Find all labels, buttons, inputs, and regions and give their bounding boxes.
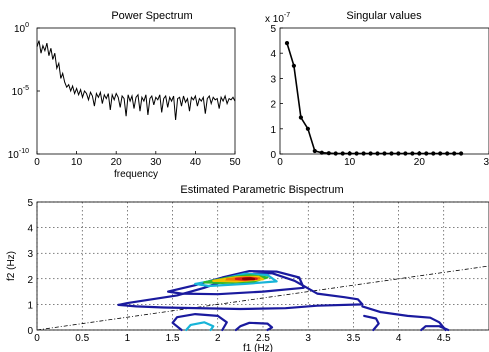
- bispectrum-contour-line: [242, 277, 256, 281]
- power-spectrum-x-ticks: 0 10 20 30 40 50: [34, 151, 241, 168]
- bispectrum-x-tick-label: 2.5: [256, 333, 270, 344]
- singular-values-panel: Singular values x 10-7 0 10 20 3 0 1 2 3 4 5: [265, 10, 489, 168]
- bispectrum-xlabel: f1 (Hz): [243, 343, 273, 352]
- singular-values-plot-area: [284, 41, 464, 156]
- singular-value-point: [375, 151, 380, 156]
- bispectrum-contour-line: [420, 325, 450, 332]
- singular-values-title: Singular values: [346, 10, 422, 22]
- power-spectrum-panel: Power Spectrum 0 10 20 30 40 50 10010-510-10 …: [8, 10, 241, 180]
- singular-values-y-tick-label: 3: [270, 74, 276, 85]
- singular-value-point: [410, 151, 415, 156]
- singular-value-point: [459, 151, 464, 156]
- bispectrum-y-tick-label: 0: [27, 326, 33, 337]
- power-spectrum-title: Power Spectrum: [111, 10, 192, 22]
- singular-value-point: [319, 150, 324, 155]
- exponent-power: -7: [284, 12, 290, 19]
- power-spectrum-y-tick-label: 10-10: [8, 148, 29, 161]
- singular-value-point: [326, 151, 331, 156]
- bispectrum-contour-line: [117, 272, 364, 311]
- power-spectrum-axes-box: [36, 27, 236, 155]
- bispectrum-panel: Estimated Parametric Bispectrum 0 0.5 1 1.5…: [6, 184, 489, 352]
- power-spectrum-x-tick-label: 30: [150, 157, 162, 168]
- singular-value-point: [445, 151, 450, 156]
- singular-value-point: [305, 126, 310, 131]
- power-spectrum-x-tick-label: 50: [229, 157, 241, 168]
- power-spectrum-y-tick-label: 10-5: [12, 85, 29, 98]
- bispectrum-x-tick-label: 3.5: [346, 333, 360, 344]
- singular-value-point: [291, 63, 296, 68]
- singular-values-x-tick-label: 3: [483, 157, 489, 168]
- singular-values-x-tick-label: 10: [344, 157, 356, 168]
- singular-value-point: [361, 151, 366, 156]
- bispectrum-x-tick-label: 2: [215, 333, 221, 344]
- bispectrum-y-tick-label: 4: [27, 224, 33, 235]
- singular-value-point: [396, 151, 401, 156]
- bispectrum-contour-line: [185, 321, 215, 332]
- singular-values-y-tick-label: 0: [270, 150, 276, 161]
- singular-value-point: [333, 151, 338, 156]
- singular-value-point: [368, 151, 373, 156]
- singular-value-point: [403, 151, 408, 156]
- bispectrum-x-tick-label: 4.5: [437, 333, 451, 344]
- bispectrum-title: Estimated Parametric Bispectrum: [180, 184, 343, 196]
- power-spectrum-y-tick-label: 100: [14, 22, 29, 35]
- singular-value-point: [389, 151, 394, 156]
- bispectrum-y-ticks: 0 1 2 3 4 5: [27, 198, 33, 337]
- singular-values-x-tick-label: 20: [414, 157, 426, 168]
- singular-value-point: [298, 115, 303, 120]
- singular-values-exponent-label: x 10-7: [265, 12, 290, 25]
- power-spectrum-series-line: [36, 40, 236, 121]
- power-spectrum-xlabel: frequency: [114, 169, 158, 180]
- bispectrum-contour-line: [363, 314, 380, 332]
- singular-value-point: [340, 151, 345, 156]
- bispectrum-contour-line: [171, 313, 228, 332]
- singular-values-axes-box: [279, 27, 489, 155]
- singular-values-x-tick-label: 0: [277, 157, 283, 168]
- bispectrum-grid: [36, 201, 489, 331]
- singular-value-point: [284, 41, 290, 46]
- bispectrum-contour-line: [234, 321, 274, 332]
- singular-values-y-tick-label: 2: [270, 100, 276, 111]
- bispectrum-plot-area: [36, 265, 489, 332]
- bispectrum-x-tick-label: 3: [305, 333, 311, 344]
- bispectrum-contour-line: [361, 305, 447, 332]
- singular-values-y-tick-label: 5: [270, 24, 276, 35]
- bispectrum-y-tick-label: 5: [27, 198, 33, 209]
- bispectrum-y-tick-label: 1: [27, 300, 33, 311]
- power-spectrum-x-tick-label: 40: [190, 157, 202, 168]
- singular-value-point: [424, 151, 429, 156]
- bispectrum-reference-line: [36, 265, 489, 331]
- singular-values-y-tick-label: 1: [270, 125, 276, 136]
- exponent-base: x 10: [265, 14, 284, 25]
- singular-values-y-ticks: 0 1 2 3 4 5: [270, 24, 283, 161]
- power-spectrum-y-ticks: 100 10-5 10-10: [8, 22, 40, 161]
- power-spectrum-x-tick-label: 20: [111, 157, 123, 168]
- singular-value-point: [452, 151, 457, 156]
- power-spectrum-plot-area: [36, 40, 236, 121]
- singular-value-point: [431, 151, 436, 156]
- singular-value-point: [354, 151, 359, 156]
- singular-value-point: [438, 151, 443, 156]
- bispectrum-x-tick-label: 1: [125, 333, 131, 344]
- bispectrum-y-tick-label: 3: [27, 249, 33, 260]
- power-spectrum-x-tick-label: 10: [71, 157, 83, 168]
- bispectrum-x-tick-label: 0: [34, 333, 40, 344]
- singular-value-point: [382, 151, 387, 156]
- singular-values-x-ticks: 0 10 20 3: [277, 151, 489, 168]
- singular-value-point: [312, 148, 317, 154]
- power-spectrum-x-tick-label: 0: [34, 157, 40, 168]
- bispectrum-x-tick-label: 0.5: [75, 333, 89, 344]
- bispectrum-ylabel: f2 (Hz): [6, 251, 17, 281]
- bispectrum-x-tick-label: 4: [396, 333, 402, 344]
- singular-values-y-tick-label: 4: [270, 49, 276, 60]
- bispectrum-x-ticks: 0 0.5 1 1.5 2 2.5 3 3.5 4 4.5: [34, 333, 451, 344]
- bispectrum-y-tick-label: 2: [27, 275, 33, 286]
- bispectrum-x-tick-label: 1.5: [166, 333, 180, 344]
